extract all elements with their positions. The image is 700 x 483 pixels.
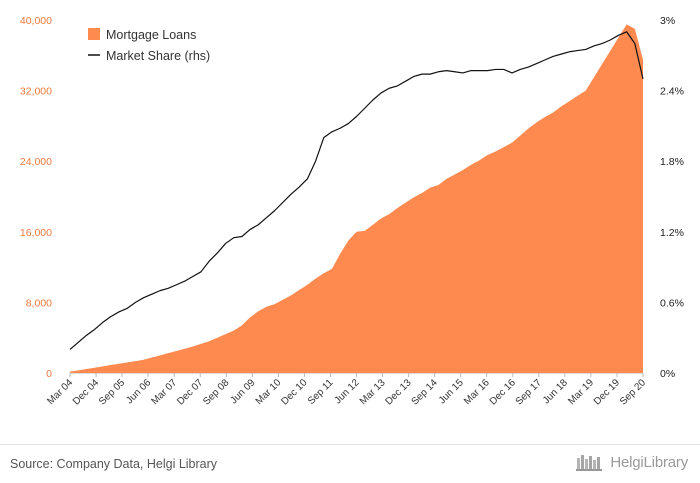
x-tick-label: Mar 13 xyxy=(358,377,388,407)
brand-logo: HelgiLibrary xyxy=(576,453,688,471)
legend: Mortgage Loans Market Share (rhs) xyxy=(88,28,210,63)
right-tick-label: 0% xyxy=(660,368,675,380)
chart: 0 8,000 16,000 24,000 32,000 40,000 0% 0.6% 1.2… xyxy=(20,15,684,408)
x-tick-label: Dec 04 xyxy=(71,377,101,407)
right-tick-label: 1.8% xyxy=(660,156,684,168)
left-tick-label: 24,000 xyxy=(20,156,52,168)
left-tick-label: 8,000 xyxy=(26,297,52,309)
left-tick-label: 0 xyxy=(46,368,52,380)
right-tick-label: 2.4% xyxy=(660,86,684,98)
x-tick-label: Jun 06 xyxy=(124,377,153,406)
x-tick-label: Jun 15 xyxy=(437,377,466,406)
legend-swatch-mortgage-loans xyxy=(88,28,100,40)
brand-name: HelgiLibrary xyxy=(610,453,688,471)
left-tick-label: 40,000 xyxy=(20,15,52,27)
legend-label-mortgage-loans: Mortgage Loans xyxy=(106,28,196,42)
x-tick-label: Mar 19 xyxy=(566,377,596,407)
market-share-line-group xyxy=(69,31,644,350)
x-tick-label: Sep 05 xyxy=(97,377,127,407)
x-tick-label: Jun 18 xyxy=(541,377,570,406)
x-tick-label: Sep 17 xyxy=(514,377,544,407)
x-tick-label: Mar 10 xyxy=(254,377,284,407)
x-tick-label: Mar 04 xyxy=(45,377,75,407)
x-tick-label: Mar 07 xyxy=(150,377,180,407)
x-tick-label: Dec 19 xyxy=(592,377,622,407)
right-tick-label: 3% xyxy=(660,15,675,27)
mortgage-loans-area-group xyxy=(70,24,643,373)
right-axis-ticks: 0% 0.6% 1.2% 1.8% 2.4% 3% xyxy=(660,15,684,380)
x-tick-label: Sep 14 xyxy=(410,377,440,407)
x-tick-label: Jun 12 xyxy=(333,377,362,406)
x-tick-label: Dec 16 xyxy=(488,377,518,407)
left-axis-ticks: 0 8,000 16,000 24,000 32,000 40,000 xyxy=(20,15,52,380)
legend-label-market-share: Market Share (rhs) xyxy=(106,49,210,63)
x-tick-label: Mar 16 xyxy=(462,377,492,407)
source-text: Source: Company Data, Helgi Library xyxy=(10,457,218,471)
footer: Source: Company Data, Helgi Library Helg… xyxy=(0,444,700,483)
x-tick-label: Sep 11 xyxy=(306,377,336,407)
right-tick-label: 1.2% xyxy=(660,227,684,239)
market-share-line xyxy=(69,31,644,350)
mortgage-loans-area xyxy=(70,24,643,373)
x-tick-label: Sep 08 xyxy=(201,377,231,407)
x-tick-label: Dec 10 xyxy=(279,377,309,407)
library-books-icon xyxy=(576,455,603,471)
x-tick-label: Sep 20 xyxy=(618,377,648,407)
right-tick-label: 0.6% xyxy=(660,297,684,309)
x-tick-label: Jun 09 xyxy=(228,377,257,406)
left-tick-label: 32,000 xyxy=(20,86,52,98)
x-tick-label: Dec 07 xyxy=(175,377,205,407)
left-tick-label: 16,000 xyxy=(20,227,52,239)
x-tick-label: Dec 13 xyxy=(384,377,414,407)
